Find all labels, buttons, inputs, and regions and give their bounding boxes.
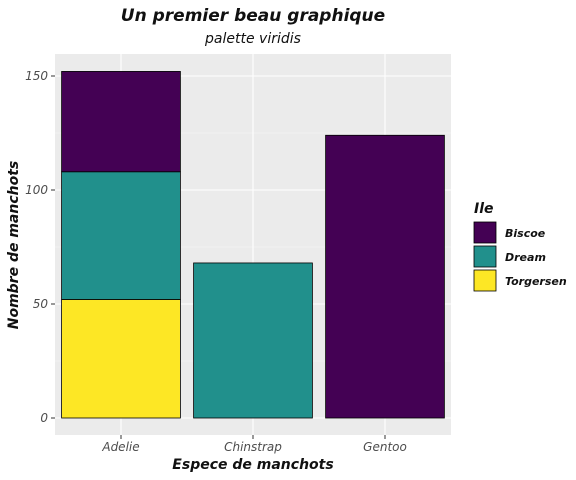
legend-key-biscoe bbox=[473, 221, 497, 244]
legend-label-biscoe: Biscoe bbox=[505, 227, 546, 240]
x-tick-label: Chinstrap bbox=[224, 440, 282, 454]
bar-segment-adelie-biscoe bbox=[61, 71, 181, 173]
x-axis-ticks: Adelie Chinstrap Gentoo bbox=[101, 435, 407, 454]
y-tick-label: 50 bbox=[33, 297, 49, 311]
x-tick-label: Adelie bbox=[101, 440, 139, 454]
bar-segment-chinstrap-dream bbox=[193, 262, 313, 419]
bar-segment-adelie-torgersen bbox=[61, 299, 181, 419]
chart-subtitle: palette viridis bbox=[204, 31, 301, 47]
y-tick-label: 150 bbox=[25, 69, 48, 83]
legend-key-torgersen bbox=[473, 269, 497, 292]
legend-label-torgersen: Torgersen bbox=[505, 275, 567, 288]
legend-title: Ile bbox=[474, 201, 494, 217]
bars bbox=[61, 71, 445, 419]
chart-title: Un premier beau graphique bbox=[121, 6, 385, 26]
x-tick-label: Gentoo bbox=[363, 440, 407, 454]
legend-key-dream bbox=[473, 245, 497, 268]
bar-segment-gentoo-biscoe bbox=[325, 134, 445, 419]
bar-segment-adelie-dream bbox=[61, 171, 181, 300]
y-tick-label: 100 bbox=[25, 183, 48, 197]
y-axis-ticks: 0 50 100 150 bbox=[25, 69, 55, 425]
legend-label-dream: Dream bbox=[505, 251, 546, 264]
x-axis-title: Espece de manchots bbox=[172, 457, 333, 473]
legend: Ile Biscoe Dream Torgersen bbox=[473, 201, 567, 292]
y-axis-title: Nombre de manchots bbox=[6, 161, 22, 330]
y-tick-label: 0 bbox=[40, 411, 48, 425]
